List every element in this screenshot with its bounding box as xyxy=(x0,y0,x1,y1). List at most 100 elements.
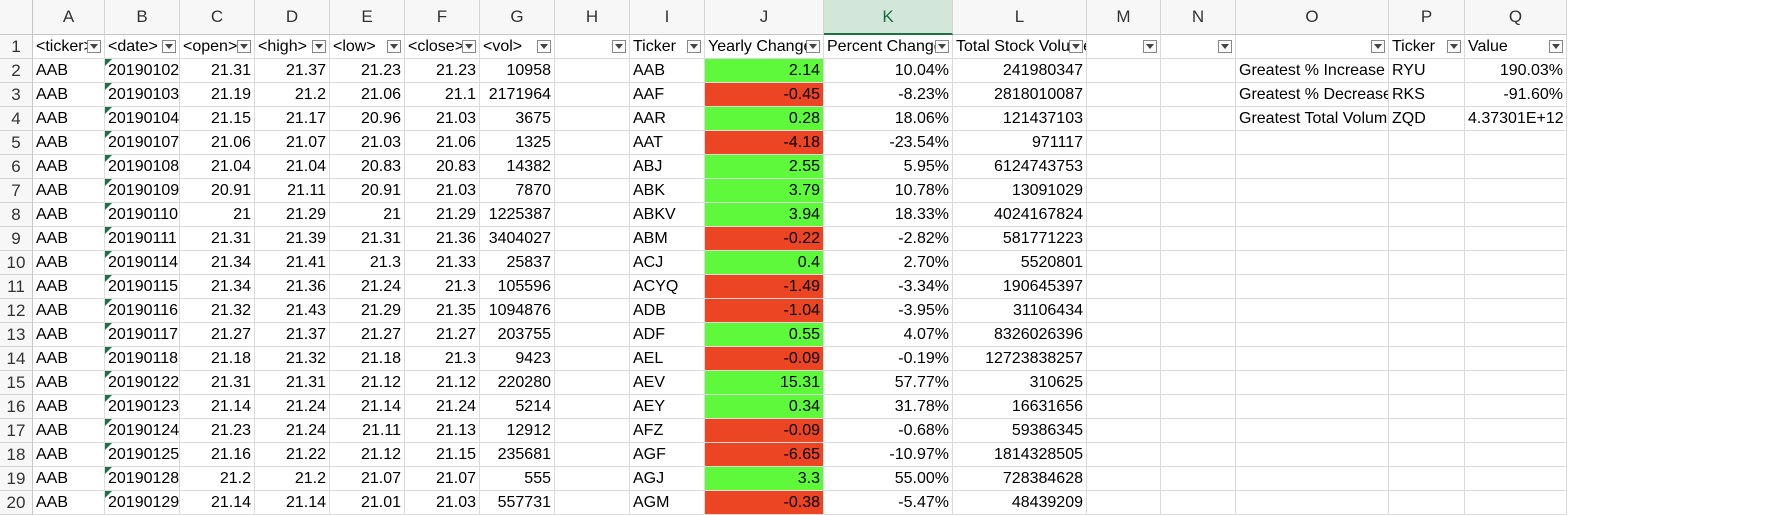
cell-i[interactable]: ABK xyxy=(630,179,705,203)
cell-l[interactable]: 190645397 xyxy=(953,275,1087,299)
cell-g[interactable]: 10958 xyxy=(480,59,555,83)
row-header-16[interactable]: 16 xyxy=(0,395,33,419)
empty-cell[interactable] xyxy=(1236,419,1389,443)
empty-cell[interactable] xyxy=(555,107,630,131)
cell-c[interactable]: 21.31 xyxy=(180,371,255,395)
cell-e[interactable]: 21.31 xyxy=(330,227,405,251)
cell-b[interactable]: 20190111 xyxy=(105,227,180,251)
cell-b[interactable]: 20190122 xyxy=(105,371,180,395)
cell-e[interactable]: 20.83 xyxy=(330,155,405,179)
cell-i[interactable]: AEL xyxy=(630,347,705,371)
cell-d[interactable]: 21.17 xyxy=(255,107,330,131)
cell-c[interactable]: 21.06 xyxy=(180,131,255,155)
empty-cell[interactable] xyxy=(1161,275,1236,299)
empty-cell[interactable] xyxy=(1236,299,1389,323)
select-all-corner[interactable] xyxy=(0,0,33,35)
cell-g[interactable]: 9423 xyxy=(480,347,555,371)
empty-cell[interactable] xyxy=(555,347,630,371)
cell-i[interactable]: AGF xyxy=(630,443,705,467)
empty-cell[interactable] xyxy=(1465,371,1567,395)
cell-e[interactable]: 21.29 xyxy=(330,299,405,323)
empty-cell[interactable] xyxy=(1236,347,1389,371)
cell-k[interactable]: 10.78% xyxy=(824,179,953,203)
cell-i[interactable]: ABJ xyxy=(630,155,705,179)
empty-cell[interactable] xyxy=(1087,59,1161,83)
empty-cell[interactable] xyxy=(1161,131,1236,155)
cell-a[interactable]: AAB xyxy=(33,131,105,155)
empty-cell[interactable] xyxy=(1236,203,1389,227)
empty-cell[interactable] xyxy=(1389,155,1465,179)
empty-cell[interactable] xyxy=(1465,131,1567,155)
cell-b[interactable]: 20190123 xyxy=(105,395,180,419)
cell-d[interactable]: 21.37 xyxy=(255,59,330,83)
empty-cell[interactable] xyxy=(1389,467,1465,491)
cell-k[interactable]: 10.04% xyxy=(824,59,953,83)
filter-dropdown-icon[interactable] xyxy=(806,40,820,53)
row-header-6[interactable]: 6 xyxy=(0,155,33,179)
cell-g[interactable]: 3404027 xyxy=(480,227,555,251)
empty-cell[interactable] xyxy=(1087,203,1161,227)
empty-cell[interactable] xyxy=(1465,419,1567,443)
column-header-p[interactable]: P xyxy=(1389,0,1465,35)
cell-f[interactable]: 21.24 xyxy=(405,395,480,419)
empty-cell[interactable] xyxy=(1161,347,1236,371)
empty-cell[interactable] xyxy=(1161,467,1236,491)
cell-c[interactable]: 21.34 xyxy=(180,251,255,275)
cell-i[interactable]: AEY xyxy=(630,395,705,419)
cell-e[interactable]: 21.06 xyxy=(330,83,405,107)
row-header-9[interactable]: 9 xyxy=(0,227,33,251)
empty-cell[interactable] xyxy=(1087,251,1161,275)
cell-d[interactable]: 21.2 xyxy=(255,83,330,107)
cell-k[interactable]: 18.06% xyxy=(824,107,953,131)
cell-k[interactable]: 57.77% xyxy=(824,371,953,395)
empty-cell[interactable] xyxy=(1389,275,1465,299)
cell-e[interactable]: 20.96 xyxy=(330,107,405,131)
header-cell-f[interactable]: <close> xyxy=(405,35,480,59)
empty-cell[interactable] xyxy=(1389,299,1465,323)
empty-cell[interactable] xyxy=(1465,299,1567,323)
empty-cell[interactable] xyxy=(555,443,630,467)
empty-cell[interactable] xyxy=(1087,299,1161,323)
filter-dropdown-icon[interactable] xyxy=(312,40,326,53)
filter-dropdown-icon[interactable] xyxy=(387,40,401,53)
cell-b[interactable]: 20190128 xyxy=(105,467,180,491)
summary-cell-p[interactable]: RYU xyxy=(1389,59,1465,83)
cell-a[interactable]: AAB xyxy=(33,299,105,323)
cell-l[interactable]: 310625 xyxy=(953,371,1087,395)
empty-cell[interactable] xyxy=(1465,491,1567,515)
empty-cell[interactable] xyxy=(1087,107,1161,131)
cell-g[interactable]: 12912 xyxy=(480,419,555,443)
empty-cell[interactable] xyxy=(1389,395,1465,419)
cell-b[interactable]: 20190124 xyxy=(105,419,180,443)
empty-cell[interactable] xyxy=(1389,203,1465,227)
empty-cell[interactable] xyxy=(1236,371,1389,395)
cell-c[interactable]: 21.34 xyxy=(180,275,255,299)
empty-cell[interactable] xyxy=(1389,419,1465,443)
cell-g[interactable]: 203755 xyxy=(480,323,555,347)
cell-j[interactable]: -4.18 xyxy=(705,131,824,155)
header-cell-j[interactable]: Yearly Change xyxy=(705,35,824,59)
summary-cell-q[interactable]: 190.03% xyxy=(1465,59,1567,83)
cell-j[interactable]: -1.49 xyxy=(705,275,824,299)
cell-i[interactable]: AAF xyxy=(630,83,705,107)
filter-dropdown-icon[interactable] xyxy=(237,40,251,53)
empty-cell[interactable] xyxy=(1389,323,1465,347)
cell-l[interactable]: 4024167824 xyxy=(953,203,1087,227)
cell-l[interactable]: 241980347 xyxy=(953,59,1087,83)
filter-dropdown-icon[interactable] xyxy=(462,40,476,53)
column-header-g[interactable]: G xyxy=(480,0,555,35)
empty-cell[interactable] xyxy=(1465,443,1567,467)
cell-a[interactable]: AAB xyxy=(33,491,105,515)
empty-cell[interactable] xyxy=(1161,395,1236,419)
row-header-19[interactable]: 19 xyxy=(0,467,33,491)
cell-k[interactable]: -8.23% xyxy=(824,83,953,107)
empty-cell[interactable] xyxy=(1087,275,1161,299)
empty-cell[interactable] xyxy=(1161,227,1236,251)
cell-j[interactable]: -0.22 xyxy=(705,227,824,251)
column-header-o[interactable]: O xyxy=(1236,0,1389,35)
cell-j[interactable]: 3.94 xyxy=(705,203,824,227)
cell-c[interactable]: 21.04 xyxy=(180,155,255,179)
cell-k[interactable]: 4.07% xyxy=(824,323,953,347)
empty-cell[interactable] xyxy=(1389,251,1465,275)
